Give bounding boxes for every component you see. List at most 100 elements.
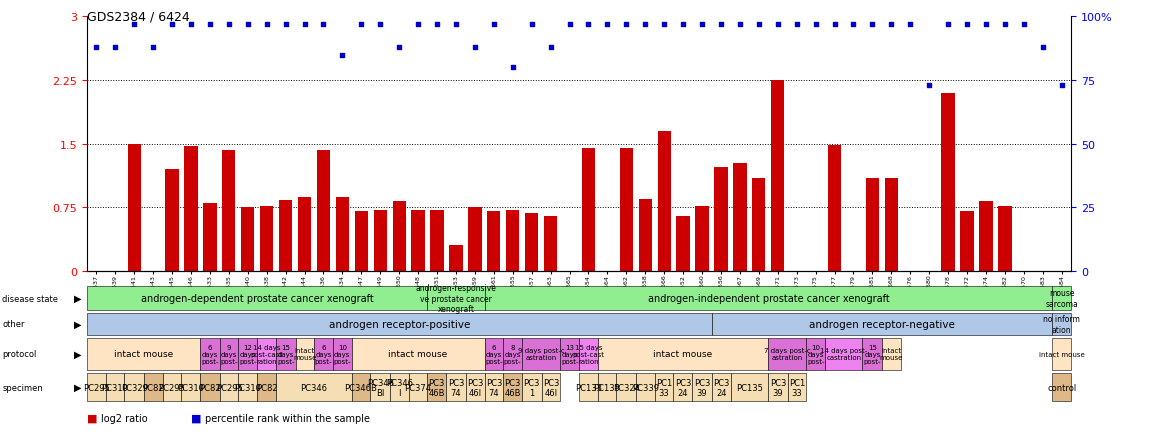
Point	[220, 22, 239, 29]
Bar	[374, 210, 387, 271]
Point	[427, 22, 446, 29]
Bar	[638, 199, 652, 271]
Text: 12
days
post-: 12 days post-	[239, 344, 257, 364]
Text: mouse
sarcoma: mouse sarcoma	[1046, 289, 1078, 308]
Bar	[431, 210, 444, 271]
Text: 10
days
post-: 10 days post-	[807, 344, 824, 364]
Text: intact mouse: intact mouse	[1039, 351, 1085, 357]
Text: 13
days
post-: 13 days post-	[560, 344, 578, 364]
Text: PC3
46B: PC3 46B	[428, 378, 445, 397]
Text: 15 days
post-cast
ration: 15 days post-cast ration	[572, 344, 604, 364]
Point	[919, 82, 938, 89]
Text: PC346
I: PC346 I	[386, 378, 413, 397]
Text: androgen-dependent prostate cancer xenograft: androgen-dependent prostate cancer xenog…	[141, 293, 374, 303]
Text: PC346B: PC346B	[345, 383, 378, 392]
Text: 6
days
post-: 6 days post-	[201, 344, 219, 364]
Bar	[127, 144, 141, 271]
Text: 7 days post-c
astration: 7 days post-c astration	[764, 348, 811, 360]
Point	[277, 22, 295, 29]
Point	[163, 22, 182, 29]
Text: androgen receptor-positive: androgen receptor-positive	[329, 319, 470, 329]
Point	[692, 22, 711, 29]
Point	[239, 22, 257, 29]
Text: control: control	[1047, 383, 1077, 392]
Point	[182, 22, 200, 29]
Bar	[753, 178, 765, 271]
Bar	[733, 164, 747, 271]
Bar	[449, 246, 462, 271]
Point	[655, 22, 674, 29]
Text: PC3
24: PC3 24	[713, 378, 730, 397]
Text: 8
days
post-: 8 days post-	[504, 344, 521, 364]
Point	[787, 22, 806, 29]
Point	[674, 22, 692, 29]
Bar	[393, 202, 405, 271]
Point	[107, 44, 125, 51]
Bar	[885, 178, 897, 271]
Text: 10
days
post-: 10 days post-	[334, 344, 351, 364]
Point	[844, 22, 863, 29]
Text: androgen receptor-negative: androgen receptor-negative	[809, 319, 955, 329]
Text: other: other	[2, 320, 24, 329]
Text: intact mouse: intact mouse	[653, 349, 712, 358]
Text: androgen-responsive
ve prostate cancer
xenograft: androgen-responsive ve prostate cancer x…	[416, 283, 497, 313]
Text: ▶: ▶	[74, 382, 81, 392]
Point	[636, 22, 654, 29]
Text: PC3
46B: PC3 46B	[505, 378, 521, 397]
Point	[125, 22, 144, 29]
Text: PC295: PC295	[159, 383, 185, 392]
Bar	[241, 208, 255, 271]
Point	[409, 22, 427, 29]
Point	[599, 22, 617, 29]
Point	[939, 22, 958, 29]
Bar	[980, 202, 992, 271]
Bar	[828, 146, 841, 271]
Text: 15
days
post-: 15 days post-	[277, 344, 294, 364]
Text: PC346
BI: PC346 BI	[367, 378, 394, 397]
Text: log2 ratio: log2 ratio	[101, 413, 147, 423]
Point	[769, 22, 787, 29]
Bar	[468, 208, 482, 271]
Text: GDS2384 / 6424: GDS2384 / 6424	[87, 11, 190, 24]
Text: PC3
46I: PC3 46I	[467, 378, 483, 397]
Point	[314, 22, 332, 29]
Text: PC82: PC82	[142, 383, 164, 392]
Text: 14 days
post-cast
ration: 14 days post-cast ration	[250, 344, 283, 364]
Text: PC1
33: PC1 33	[789, 378, 805, 397]
Bar	[714, 167, 727, 271]
Text: PC310: PC310	[177, 383, 204, 392]
Point	[749, 22, 768, 29]
Text: PC3
39: PC3 39	[770, 378, 786, 397]
Bar	[620, 148, 633, 271]
Text: intact mouse: intact mouse	[388, 349, 448, 358]
Bar	[506, 210, 520, 271]
Text: 9
days
post-: 9 days post-	[220, 344, 237, 364]
Point	[295, 22, 314, 29]
Text: PC310: PC310	[102, 383, 129, 392]
Text: intact
mouse: intact mouse	[293, 348, 316, 360]
Point	[87, 44, 105, 51]
Bar	[866, 178, 879, 271]
Point	[882, 22, 901, 29]
Point	[371, 22, 389, 29]
Text: protocol: protocol	[2, 349, 37, 358]
Text: PC1
33: PC1 33	[657, 378, 673, 397]
Text: ■: ■	[87, 413, 97, 423]
Point	[996, 22, 1014, 29]
Point	[806, 22, 824, 29]
Point	[976, 22, 995, 29]
Point	[712, 22, 731, 29]
Bar	[658, 132, 670, 271]
Point	[1014, 22, 1033, 29]
Text: 6
days
post-: 6 days post-	[315, 344, 332, 364]
Text: PC324: PC324	[613, 383, 639, 392]
Point	[484, 22, 503, 29]
Text: PC374: PC374	[404, 383, 432, 392]
Text: PC82: PC82	[256, 383, 277, 392]
Text: percentile rank within the sample: percentile rank within the sample	[205, 413, 369, 423]
Bar	[941, 94, 954, 271]
Text: PC3
1: PC3 1	[523, 378, 540, 397]
Text: PC310: PC310	[234, 383, 262, 392]
Text: 15
days
post-: 15 days post-	[864, 344, 881, 364]
Point	[1033, 44, 1051, 51]
